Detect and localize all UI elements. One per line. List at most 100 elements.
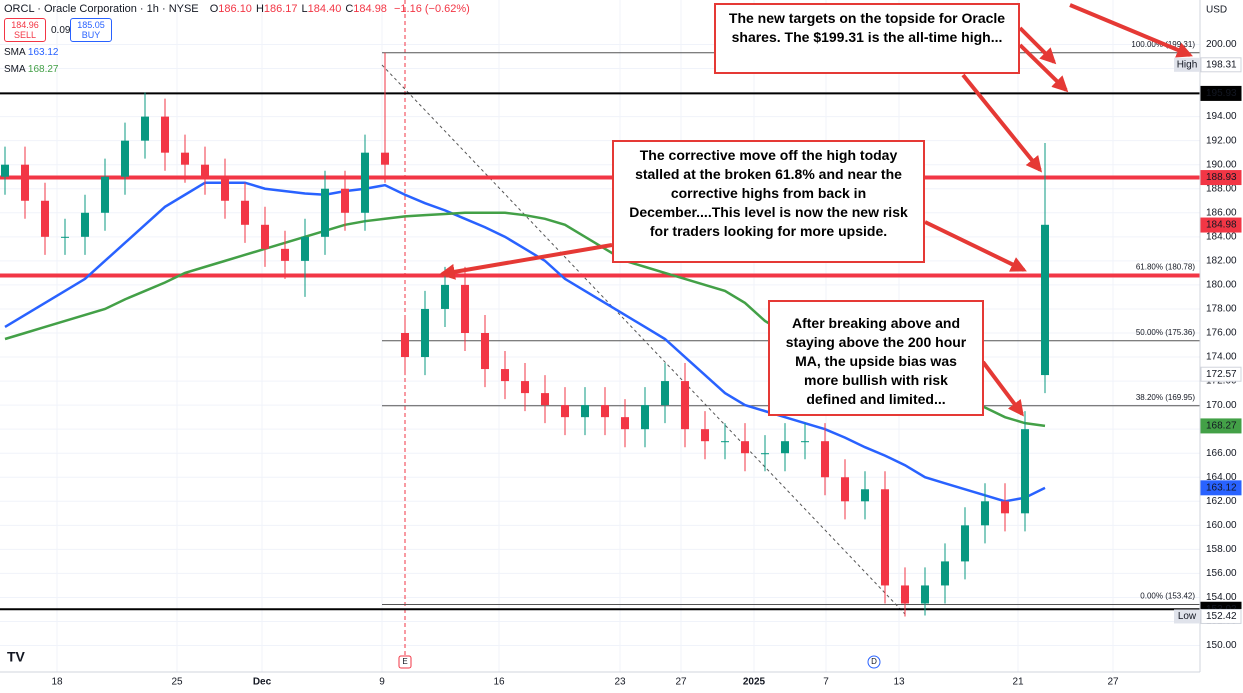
y-tick-label: 176.00 xyxy=(1206,328,1237,339)
y-tick-label: 160.00 xyxy=(1206,520,1237,531)
event-icon xyxy=(398,655,412,669)
candle-body xyxy=(681,381,689,430)
spread: 0.09 xyxy=(51,25,71,36)
candle-body xyxy=(561,405,569,418)
price-tag-label: 168.27 xyxy=(1206,421,1237,432)
quote-value: 186.10 xyxy=(218,3,252,15)
candle-body xyxy=(541,393,549,406)
x-tick-label: 13 xyxy=(893,677,905,688)
price-tag xyxy=(1200,608,1242,624)
annotation: The corrective move off the high today s… xyxy=(612,140,925,263)
x-tick-label: 27 xyxy=(1107,677,1119,688)
fib-label: 0.00% (153.42) xyxy=(1140,592,1195,601)
candle-body xyxy=(81,212,89,237)
price-tag-label: 163.12 xyxy=(1206,482,1237,493)
candle-body xyxy=(401,332,409,358)
buy-price: 185.05 xyxy=(77,20,105,30)
sma-legend: SMA 163.12 xyxy=(4,47,59,58)
candle-body xyxy=(941,561,949,586)
candle-body xyxy=(781,441,789,454)
candle-body xyxy=(361,152,369,213)
x-tick-label: 25 xyxy=(171,677,183,688)
price-tag-label: 198.31 xyxy=(1206,59,1237,70)
candle-body xyxy=(661,381,669,406)
candle-body xyxy=(341,188,349,213)
y-tick-label: 174.00 xyxy=(1206,352,1237,363)
x-tick-label: 27 xyxy=(675,677,687,688)
x-tick-label: 16 xyxy=(493,677,505,688)
x-tick-label: 18 xyxy=(51,677,63,688)
candle-body xyxy=(321,188,329,237)
candle-body xyxy=(601,405,609,418)
y-tick-label: 154.00 xyxy=(1206,592,1237,603)
y-tick-label: 166.00 xyxy=(1206,448,1237,459)
exchange: NYSE xyxy=(168,3,199,15)
tag-note-bg xyxy=(1174,609,1200,624)
price-tag xyxy=(1200,480,1242,496)
buy-label: BUY xyxy=(81,30,101,40)
quote-key: H xyxy=(255,3,264,15)
candle-body xyxy=(61,236,69,238)
candle-body xyxy=(201,164,209,177)
tag-note: High xyxy=(1177,59,1198,70)
candle-body xyxy=(501,369,509,382)
sell-button[interactable]: 184.96 SELL xyxy=(4,18,46,42)
x-tick-label: 23 xyxy=(614,677,626,688)
y-tick-label: 158.00 xyxy=(1206,544,1237,555)
candle-body xyxy=(641,405,649,430)
candle-body xyxy=(981,501,989,526)
candle-body xyxy=(721,441,729,443)
quote-value: 184.40 xyxy=(307,3,342,15)
fib-label: 50.00% (175.36) xyxy=(1136,328,1195,337)
candle-body xyxy=(821,441,829,478)
price-tag xyxy=(1200,217,1242,233)
y-tick-label: 188.00 xyxy=(1206,183,1237,194)
y-tick-label: 162.00 xyxy=(1206,496,1237,507)
sell-label: SELL xyxy=(13,30,37,40)
candle-body xyxy=(761,453,769,455)
candle-body xyxy=(621,417,629,430)
fib-label: 61.80% (180.78) xyxy=(1136,263,1195,272)
candle-body xyxy=(1,164,9,177)
candle-body xyxy=(421,308,429,358)
event-icon xyxy=(867,655,881,669)
y-tick-label: 190.00 xyxy=(1206,159,1237,170)
candle-body xyxy=(261,224,269,249)
x-tick-label: Dec xyxy=(253,677,272,688)
candle-body xyxy=(161,116,169,153)
candle-body xyxy=(921,585,929,604)
buy-button[interactable]: 185.05 BUY xyxy=(70,18,112,42)
quote-key: O xyxy=(209,3,219,15)
x-tick-label: 2025 xyxy=(743,677,766,688)
y-tick-label: 182.00 xyxy=(1206,256,1237,267)
symbol: ORCL xyxy=(4,3,35,15)
fib-label: 38.20% (169.95) xyxy=(1136,393,1195,402)
interval: 1h xyxy=(146,3,159,15)
candle-body xyxy=(1021,429,1029,514)
candle-body xyxy=(21,164,29,201)
x-tick-label: 9 xyxy=(379,677,385,688)
price-tag xyxy=(1200,57,1242,73)
candle-body xyxy=(841,477,849,502)
company: Oracle Corporation xyxy=(43,3,137,15)
logo: TV xyxy=(7,649,26,665)
y-tick-label: 192.00 xyxy=(1206,135,1237,146)
candle-body xyxy=(281,248,289,261)
legend-name: SMA xyxy=(4,47,26,58)
candle-body xyxy=(901,585,909,604)
candle-body xyxy=(141,116,149,141)
legend-value: 163.12 xyxy=(27,47,59,58)
candle-body xyxy=(1041,224,1049,376)
quote-value: 186.17 xyxy=(263,3,298,15)
currency: USD xyxy=(1206,5,1227,16)
sma-legend: SMA 168.27 xyxy=(4,64,59,75)
y-tick-label: 200.00 xyxy=(1206,39,1237,50)
candle-body xyxy=(741,441,749,454)
candle-body xyxy=(441,284,449,309)
quote-key: C xyxy=(345,3,354,15)
candle-body xyxy=(461,284,469,333)
price-tag-label: 152.42 xyxy=(1206,611,1237,622)
y-tick-label: 150.00 xyxy=(1206,640,1237,651)
sma-line xyxy=(4,181,1046,503)
